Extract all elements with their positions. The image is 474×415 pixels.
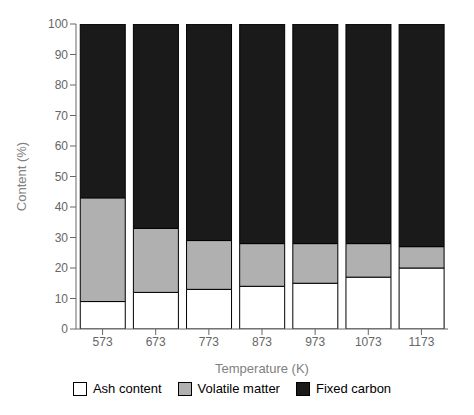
svg-text:90: 90 — [55, 48, 69, 62]
html-text:Ash content: Ash content — [92, 381, 162, 396]
svg-text:10: 10 — [55, 292, 69, 306]
svg-text:60: 60 — [55, 139, 69, 153]
svg-text:Content (%): Content (%) — [14, 142, 29, 211]
svg-text:70: 70 — [55, 109, 69, 123]
svg-text:100: 100 — [48, 17, 68, 31]
svg-text:1073: 1073 — [355, 335, 382, 349]
svg-text:973: 973 — [305, 335, 325, 349]
svg-text:673: 673 — [146, 335, 166, 349]
svg-text:773: 773 — [199, 335, 219, 349]
html-text:Volatile matter: Volatile matter — [197, 381, 280, 396]
svg-text:40: 40 — [55, 200, 69, 214]
svg-text:20: 20 — [55, 261, 69, 275]
svg-text:873: 873 — [252, 335, 272, 349]
svg-text:50: 50 — [55, 170, 69, 184]
svg-text:0: 0 — [61, 322, 68, 336]
svg-text:80: 80 — [55, 78, 69, 92]
svg-text:Temperature (K): Temperature (K) — [215, 361, 309, 376]
html-text:Fixed carbon: Fixed carbon — [315, 381, 392, 396]
svg-text:1173: 1173 — [409, 335, 435, 349]
svg-text:573: 573 — [93, 335, 113, 349]
svg-text:30: 30 — [55, 231, 69, 245]
